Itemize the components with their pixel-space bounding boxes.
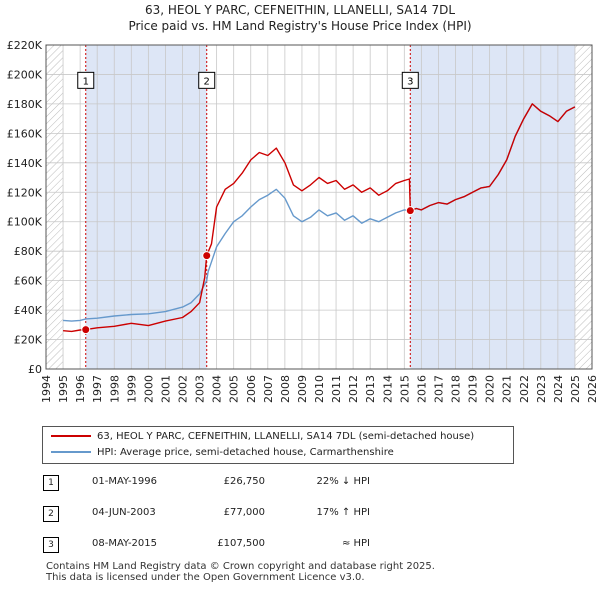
hatched-period [574,45,592,369]
transaction-price: £26,750 [223,476,265,487]
x-tick-label: 2013 [364,375,377,403]
x-tick-label: 1997 [91,375,104,403]
transaction-hpi: 17% ↑ HPI [316,507,370,518]
transaction-date: 08-MAY-2015 [92,538,158,549]
chart-title-line2: Price paid vs. HM Land Registry's House … [128,19,472,33]
x-tick-label: 2000 [142,375,155,403]
y-tick-label: £40K [14,304,43,317]
x-tick-label: 2009 [296,375,309,403]
y-tick-label: £100K [7,216,43,229]
legend-hpi-label: HPI: Average price, semi-detached house,… [97,447,394,458]
y-tick-label: £140K [7,157,43,170]
x-tick-label: 2004 [211,375,224,403]
price-paid-line [63,103,576,333]
y-tick-label: £20K [14,334,43,347]
chart-legend: 63, HEOL Y PARC, CEFNEITHIN, LLANELLI, S… [42,426,514,464]
x-tick-label: 2007 [262,375,275,403]
x-tick-label: 2022 [518,375,531,403]
sale-marker [202,251,212,261]
transaction-row: 2 04-JUN-2003 £77,000 17% ↑ HPI [0,503,600,523]
legend-price-swatch [51,435,91,437]
transaction-date: 01-MAY-1996 [92,476,158,487]
transaction-row: 3 08-MAY-2015 £107,500 ≈ HPI [0,534,600,554]
x-tick-label: 2020 [484,375,497,403]
legend-entry-hpi: HPI: Average price, semi-detached house,… [51,445,394,461]
x-tick-label: 2003 [194,375,207,403]
x-tick-label: 2025 [569,375,582,403]
transaction-number: 1 [43,475,59,491]
plot-frame [45,44,593,370]
x-tick-label: 2024 [552,375,565,403]
y-tick-label: £200K [7,68,43,81]
footer-attribution: Contains HM Land Registry data © Crown c… [46,561,435,583]
x-tick-label: 1998 [108,375,121,403]
transaction-hpi: ≈ HPI [341,538,370,549]
sale-label-text: 3 [407,76,413,87]
x-tick-label: 2010 [313,375,326,403]
x-tick-label: 1994 [40,375,53,403]
x-tick-label: 2021 [501,375,514,403]
x-tick-label: 2008 [279,375,292,403]
sale-marker [81,325,91,335]
shaded-period [410,45,575,369]
x-tick-label: 2017 [432,375,445,403]
x-tick-label: 2015 [398,375,411,403]
sale-label-box [401,71,419,89]
transaction-number: 2 [43,506,59,522]
x-tick-label: 2002 [177,375,190,403]
transaction-row: 1 01-MAY-1996 £26,750 22% ↓ HPI [0,472,600,492]
footer-copyright: Contains HM Land Registry data © Crown c… [46,561,435,572]
legend-hpi-swatch [51,451,91,453]
footer-licence: This data is licensed under the Open Gov… [46,572,365,583]
transaction-hpi: 22% ↓ HPI [316,476,370,487]
y-tick-label: £180K [7,98,43,111]
x-tick-label: 1995 [57,375,70,403]
x-tick-label: 2005 [228,375,241,403]
x-tick-label: 2011 [330,375,343,403]
sale-marker [405,206,415,216]
hatched-period [46,45,64,369]
legend-price-label: 63, HEOL Y PARC, CEFNEITHIN, LLANELLI, S… [97,431,475,442]
legend-entry-price: 63, HEOL Y PARC, CEFNEITHIN, LLANELLI, S… [51,429,474,445]
y-tick-label: £0 [28,363,42,376]
x-tick-label: 2012 [347,375,360,403]
x-tick-label: 2026 [586,375,599,403]
transaction-price: £107,500 [217,538,265,549]
x-tick-label: 2006 [245,375,258,403]
x-tick-label: 2016 [415,375,428,403]
price-chart: £0 £20K £40K £60K £80K £100K £120K £140K £160K £1… [7,39,599,403]
chart-title-line1: 63, HEOL Y PARC, CEFNEITHIN, LLANELLI, S… [144,3,456,17]
y-tick-label: £60K [14,275,43,288]
sale-label-box [198,71,216,89]
y-tick-label: £80K [14,245,43,258]
x-tick-label: 2019 [467,375,480,403]
y-tick-label: £120K [7,186,43,199]
sale-label-text: 1 [83,76,89,87]
sale-label-box [77,71,95,89]
y-tick-label: £220K [7,39,43,52]
x-tick-label: 2018 [450,375,463,403]
transaction-price: £77,000 [223,507,265,518]
x-tick-label: 2001 [159,375,172,403]
x-tick-label: 1996 [74,375,87,403]
x-tick-label: 1999 [125,375,138,403]
y-tick-label: £160K [7,127,43,140]
transaction-number: 3 [43,537,59,553]
transaction-date: 04-JUN-2003 [92,507,156,518]
shaded-period [85,45,207,369]
sale-label-text: 2 [204,76,210,87]
x-tick-label: 2014 [381,375,394,403]
x-tick-label: 2023 [535,375,548,403]
